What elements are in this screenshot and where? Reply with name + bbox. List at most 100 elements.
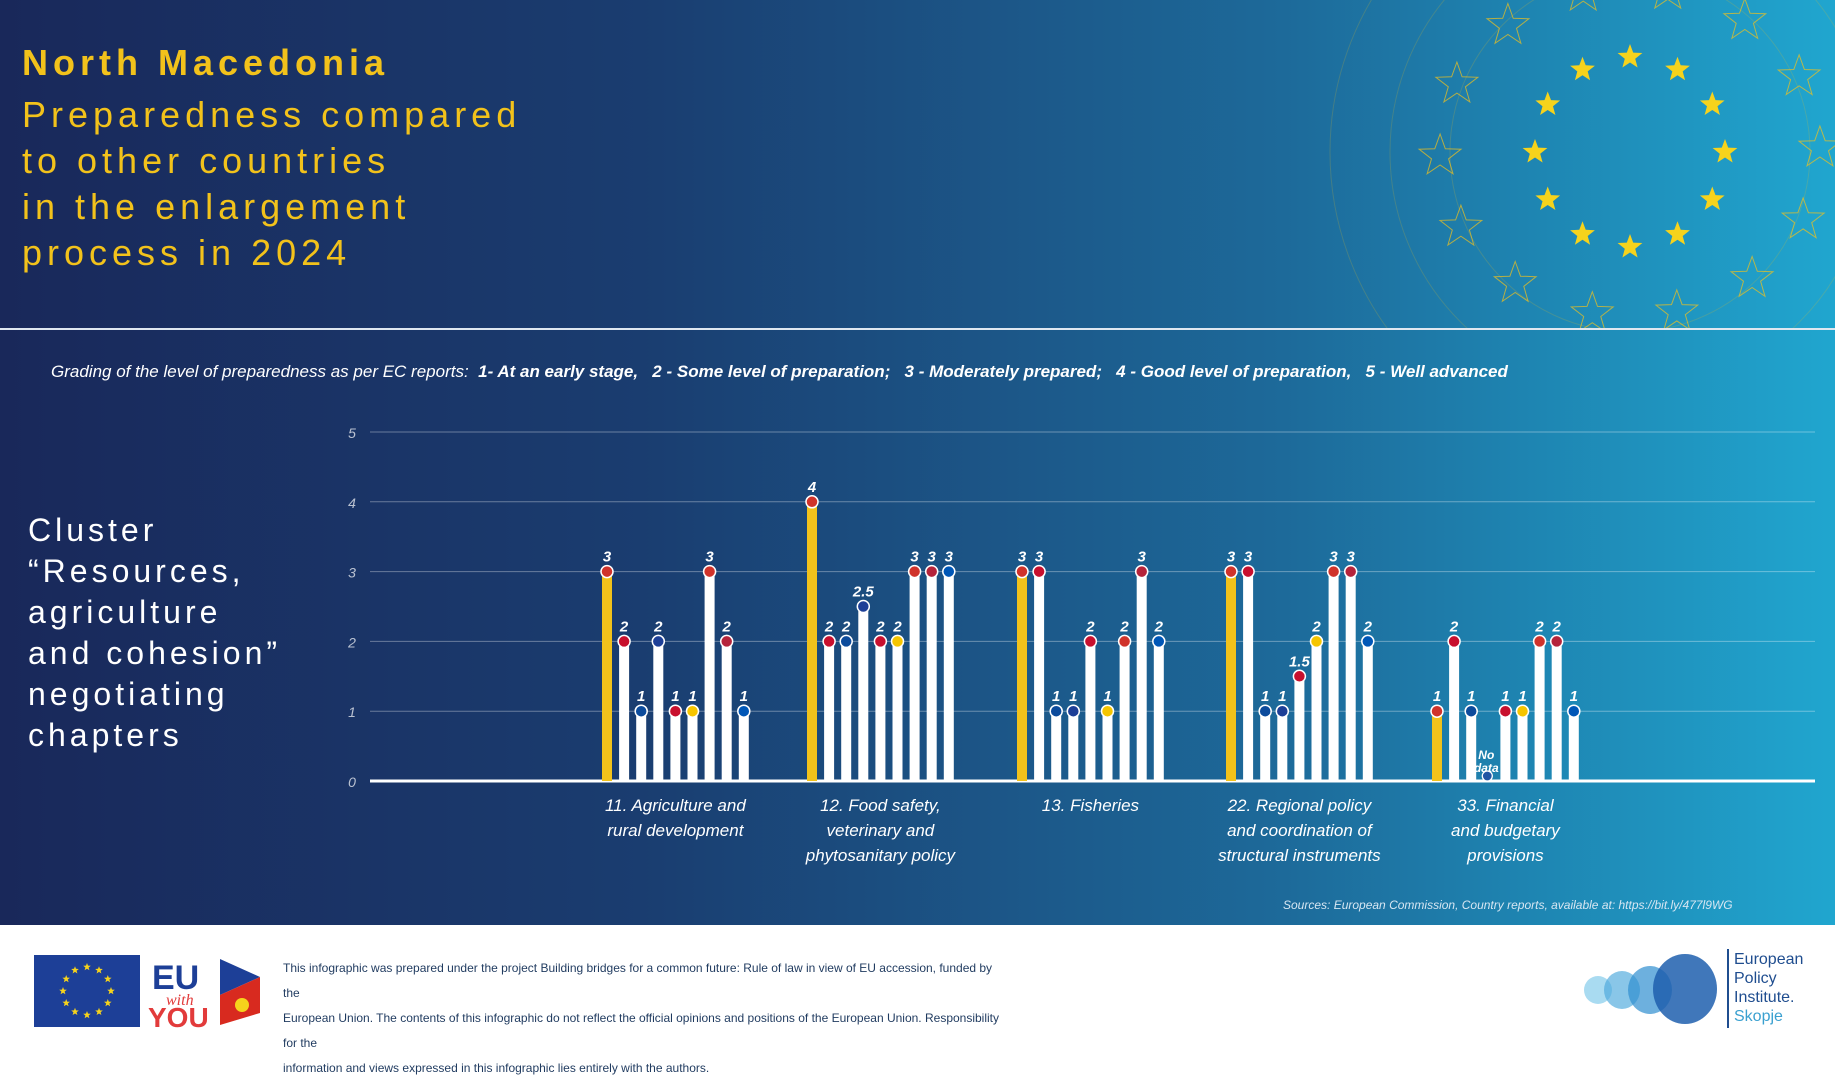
cluster-line: “Resources, <box>28 553 245 589</box>
subtitle-line: Preparedness compared <box>22 94 522 135</box>
value-label: 1 <box>1052 688 1060 705</box>
cluster-line: Cluster <box>28 512 158 548</box>
star-icon <box>95 966 103 974</box>
flag-marker-icon <box>924 564 939 579</box>
value-label: 3 <box>1035 549 1044 566</box>
bar <box>1345 571 1356 781</box>
flag-marker-icon <box>1549 634 1564 649</box>
mk-sun-icon <box>235 998 249 1012</box>
page-subtitle: Preparedness compared to other countries… <box>22 92 582 276</box>
star-outline-icon <box>1797 124 1835 168</box>
star-outline-icon <box>1780 196 1826 239</box>
bar <box>858 606 869 781</box>
bar <box>1362 641 1373 781</box>
flag-marker-icon <box>856 599 871 614</box>
flag-marker-icon <box>1498 704 1513 718</box>
flag-marker-icon <box>822 634 836 649</box>
bar <box>1311 641 1322 781</box>
category-label: 33. Financial and budgetary provisions <box>1451 796 1561 865</box>
flag-marker-icon <box>890 634 905 649</box>
bar <box>1226 571 1236 781</box>
with-logo-text: with <box>166 992 194 1009</box>
value-label: 2 <box>1311 618 1321 635</box>
bar <box>1432 711 1442 781</box>
cluster-line: and cohesion” <box>28 635 282 671</box>
flag-marker-icon <box>737 704 751 718</box>
flag-marker-icon <box>1241 564 1255 579</box>
star-outline-icon <box>1492 260 1538 303</box>
bar <box>670 711 681 781</box>
value-label: 3 <box>910 549 919 566</box>
decor-ring <box>1329 0 1390 330</box>
flag-marker-icon <box>1100 704 1115 718</box>
flag-marker-icon <box>1326 564 1341 579</box>
value-label: 3 <box>1138 549 1147 566</box>
value-label: 2 <box>1154 618 1164 635</box>
y-tick-label: 1 <box>348 704 356 720</box>
star-icon <box>71 1007 79 1015</box>
flag-marker-icon <box>1083 634 1098 649</box>
value-label: 3 <box>705 549 714 566</box>
epi-city: Skopje <box>1734 1008 1783 1025</box>
value-label: 2 <box>1119 618 1129 635</box>
value-label: 1 <box>1278 688 1286 705</box>
value-label: 3 <box>928 549 937 566</box>
flag-marker-icon <box>1361 634 1375 649</box>
eu-logo-text: EU <box>152 959 199 997</box>
bar <box>807 501 817 781</box>
category-label: 22. Regional policy and coordination of st… <box>1218 796 1381 865</box>
star-outline-icon <box>1722 0 1768 40</box>
value-label: 2 <box>824 618 834 635</box>
flag-marker-icon <box>1134 564 1149 579</box>
star-outline-icon <box>1569 290 1615 330</box>
value-label: 1 <box>1467 688 1475 705</box>
value-label: 1 <box>671 688 679 705</box>
star-icon <box>83 963 91 971</box>
bar <box>1243 571 1254 781</box>
section-divider <box>0 328 1835 330</box>
star-outline-icon <box>1434 60 1480 104</box>
star-outline-icon <box>1654 288 1700 330</box>
star-icon <box>1535 91 1561 115</box>
value-label: 2 <box>1085 618 1095 635</box>
star-icon <box>95 1007 103 1015</box>
flag-marker-icon <box>942 564 956 579</box>
disclaimer: This infographic was prepared under the … <box>283 956 1003 1081</box>
eu-stars-decoration <box>1329 0 1835 330</box>
bar <box>1500 711 1511 781</box>
star-icon <box>1570 221 1595 245</box>
star-icon <box>62 999 70 1007</box>
flag-marker-icon <box>1032 564 1046 579</box>
star-icon <box>1570 56 1595 81</box>
star-icon <box>1665 56 1690 81</box>
bar <box>1328 571 1339 781</box>
bar <box>1102 711 1113 781</box>
star-outline-icon <box>1438 203 1484 247</box>
grading-level: 2 - Some level of preparation; <box>652 362 891 381</box>
bar <box>738 711 749 781</box>
flag-marker-icon <box>651 634 666 649</box>
value-label: 2 <box>1552 618 1562 635</box>
value-label: 1 <box>1069 688 1077 705</box>
epi-line: Institute. <box>1734 989 1795 1006</box>
flag-marker-icon <box>1567 704 1581 718</box>
flag-marker-icon <box>1343 564 1358 579</box>
flag-marker-icon <box>1117 634 1132 649</box>
bar <box>1153 641 1164 781</box>
value-label: 3 <box>945 549 954 566</box>
category-label: 12. Food safety, veterinary and phytosanit… <box>805 796 957 865</box>
missing-data-label: No data <box>1474 748 1499 775</box>
star-icon <box>1535 186 1561 210</box>
value-label: 1 <box>1103 688 1111 705</box>
value-label: 2 <box>1449 618 1459 635</box>
flag-marker-icon <box>600 564 614 579</box>
value-label: 2.5 <box>852 584 875 601</box>
page-title: North Macedonia <box>22 42 390 83</box>
value-label: 3 <box>1244 549 1253 566</box>
grading-level: 1- At an early stage, <box>478 362 639 381</box>
value-label: 2 <box>892 618 902 635</box>
bar <box>1068 711 1079 781</box>
value-label: 1 <box>1501 688 1509 705</box>
flag-marker-icon <box>907 564 922 579</box>
